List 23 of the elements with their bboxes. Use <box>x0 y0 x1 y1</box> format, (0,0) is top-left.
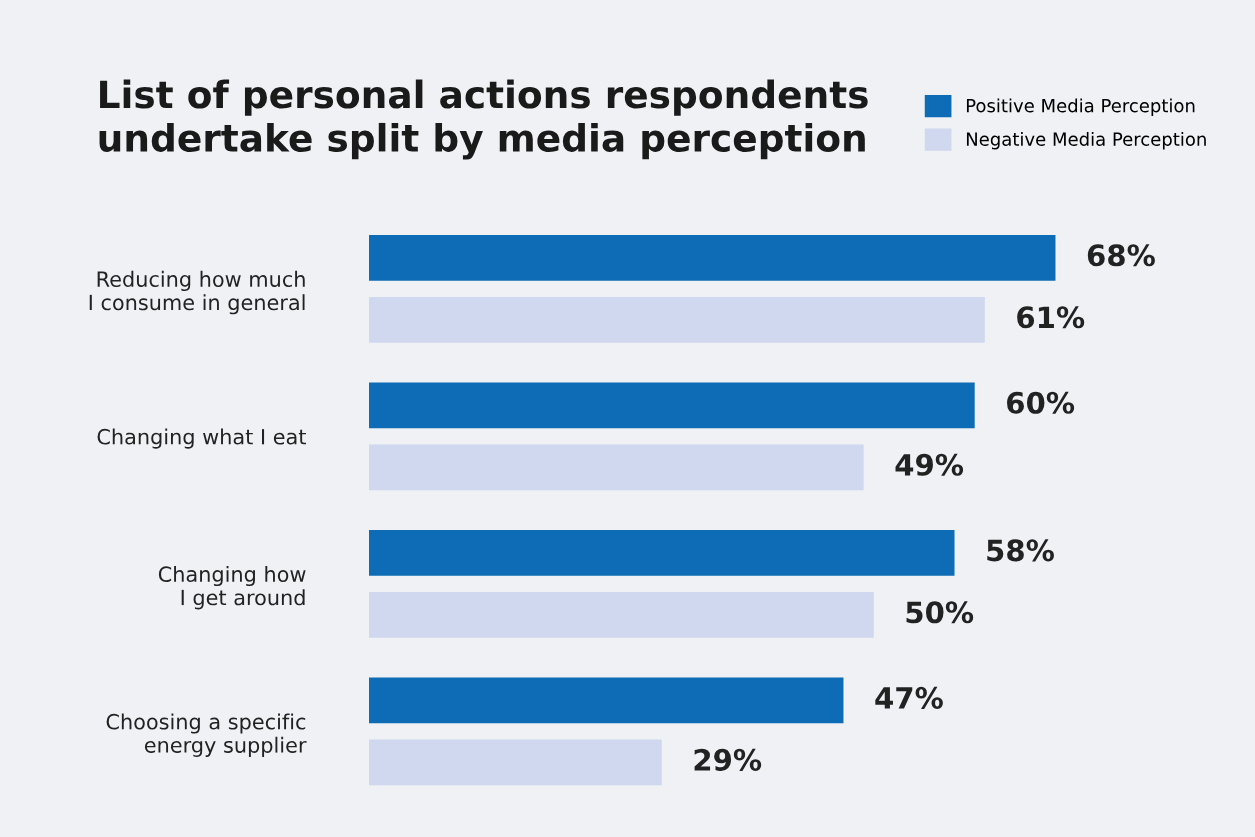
chart-title: List of personal actions respondents undertake split by media perception <box>99 79 868 160</box>
bar <box>368 235 1056 281</box>
data-label: 68% <box>1087 244 1155 267</box>
y-tick-label: Choosing a specific energy supplier <box>106 713 307 757</box>
bar <box>368 677 844 724</box>
y-tick-label: Changing what I eat <box>97 428 306 449</box>
data-label: 50% <box>906 601 974 624</box>
data-label: 49% <box>895 453 964 476</box>
data-label: 61% <box>1017 306 1085 329</box>
bar <box>368 530 955 576</box>
bar <box>368 592 874 638</box>
bar <box>368 444 864 491</box>
y-tick-label: Changing how I get around <box>158 565 306 610</box>
y-tick-label: Reducing how much I consume in general <box>89 270 305 315</box>
legend-label: Negative Media Perception <box>966 131 1206 150</box>
data-label: 58% <box>987 539 1054 562</box>
data-label: 29% <box>694 748 762 771</box>
data-label: 47% <box>875 686 943 709</box>
legend-label: Positive Media Perception <box>966 98 1195 116</box>
bar <box>368 296 985 343</box>
bar <box>368 382 975 429</box>
bar <box>368 739 662 786</box>
data-label: 60% <box>1007 391 1075 414</box>
